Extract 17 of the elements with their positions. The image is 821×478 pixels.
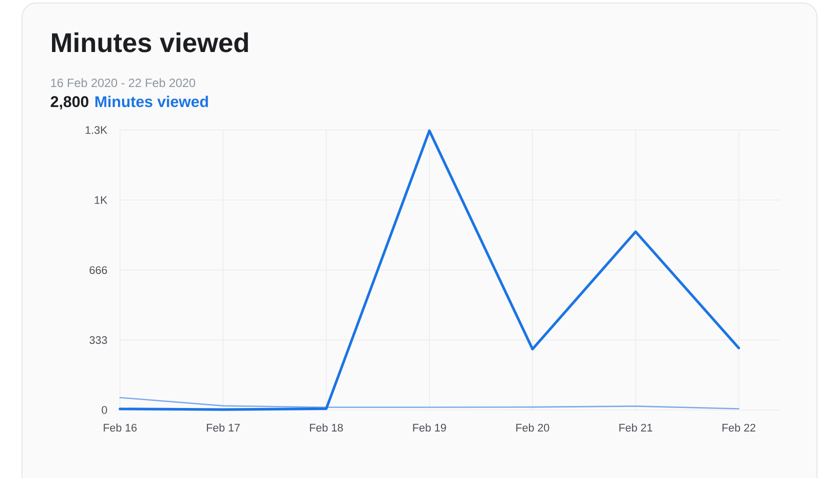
- x-tick-label: Feb 20: [516, 424, 550, 432]
- y-tick-label: 333: [90, 336, 107, 344]
- x-tick-label: Feb 16: [104, 424, 137, 432]
- chart-subtitle: 16 Feb 2020 - 22 Feb 2020: [51, 78, 196, 88]
- y-tick-label: 1K: [94, 196, 108, 204]
- y-tick-label: 666: [90, 266, 107, 274]
- y-tick-label: 0: [102, 406, 108, 414]
- chart-title: Minutes viewed: [52, 32, 248, 52]
- text: 2,800: [50, 96, 88, 110]
- y-tick-label: 1.3K: [86, 126, 108, 134]
- x-tick-label: Feb 22: [722, 424, 756, 432]
- line-series: [119, 396, 740, 410]
- text: Minutes viewed: [95, 96, 208, 108]
- x-tick-label: Feb 18: [310, 424, 343, 432]
- x-tick-label: Feb 21: [619, 424, 652, 432]
- x-tick-label: Feb 19: [413, 424, 446, 432]
- x-tick-label: Feb 17: [206, 424, 240, 432]
